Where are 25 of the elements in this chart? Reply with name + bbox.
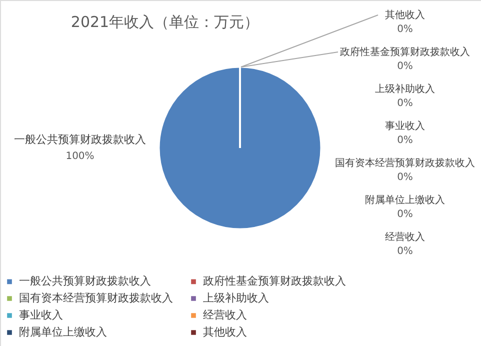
- chart-title: 2021年收入（单位：万元）: [70, 13, 260, 31]
- text: 0%: [397, 246, 413, 257]
- text: 0%: [397, 98, 413, 109]
- legend-label: 事业收入: [19, 308, 63, 322]
- slice-label: 一般公共预算财政拨款收入: [14, 133, 146, 146]
- legend-label: 一般公共预算财政拨款收入: [19, 274, 151, 288]
- text: 0%: [397, 61, 413, 72]
- category-label: 国有资本经营预算财政拨款收入: [335, 158, 475, 169]
- data-label: 100%: [66, 151, 94, 162]
- legend-label: 上级补助收入: [203, 292, 269, 304]
- legend-label: 经营收入: [203, 308, 247, 322]
- text: 0%: [397, 24, 413, 35]
- category-label: 附属单位上缴收入: [365, 195, 445, 206]
- legend-label: 政府性基金预算财政拨款收入: [203, 274, 346, 288]
- text: 0%: [397, 209, 413, 220]
- legend-label: 其他收入: [203, 326, 247, 338]
- category-label: 经营收入: [385, 232, 425, 243]
- text: 0%: [397, 135, 413, 146]
- category-label: 其他收入: [385, 10, 425, 21]
- category-label: 政府性基金预算财政拨款收入: [340, 47, 470, 58]
- text: 0%: [397, 172, 413, 183]
- legend-label: 附属单位上缴收入: [19, 326, 107, 338]
- category-label: 上级补助收入: [375, 84, 435, 95]
- legend-label: 国有资本经营预算财政拨款收入: [19, 292, 173, 304]
- category-label: 事业收入: [385, 121, 425, 132]
